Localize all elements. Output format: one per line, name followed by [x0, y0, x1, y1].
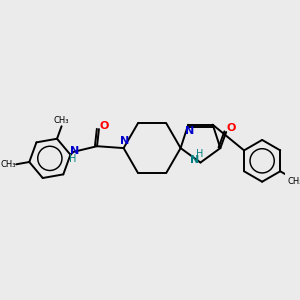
Text: CH₃: CH₃ [1, 160, 16, 169]
Text: O: O [100, 121, 109, 131]
Text: N: N [120, 136, 129, 146]
Text: O: O [226, 123, 236, 133]
Text: N: N [190, 155, 200, 165]
Text: H: H [69, 154, 76, 164]
Text: N: N [70, 146, 79, 156]
Text: H: H [196, 149, 203, 159]
Text: CH₃: CH₃ [287, 177, 300, 186]
Text: CH₃: CH₃ [54, 116, 69, 125]
Text: N: N [184, 126, 194, 136]
